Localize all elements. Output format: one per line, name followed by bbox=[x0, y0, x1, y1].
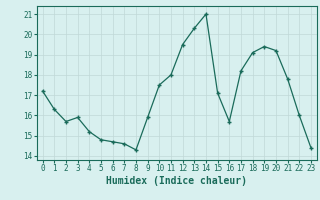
X-axis label: Humidex (Indice chaleur): Humidex (Indice chaleur) bbox=[106, 176, 247, 186]
